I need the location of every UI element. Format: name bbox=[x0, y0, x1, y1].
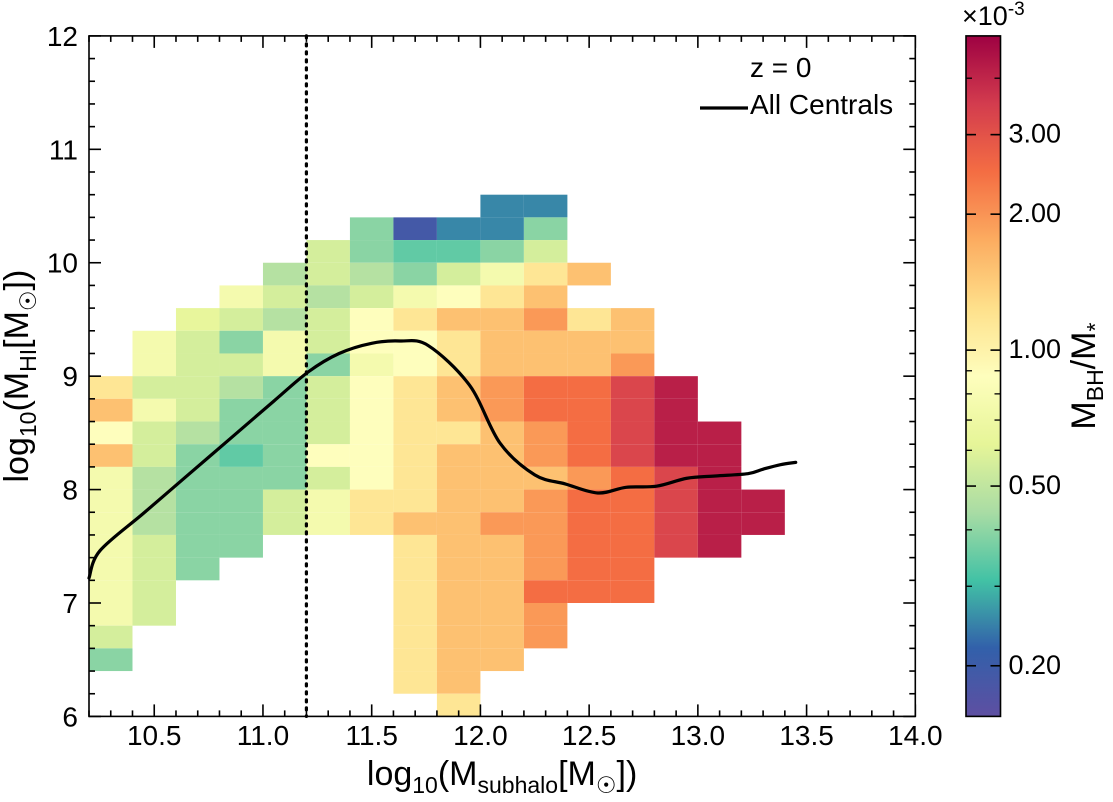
svg-text:z = 0: z = 0 bbox=[750, 52, 811, 83]
svg-text:9: 9 bbox=[62, 361, 78, 392]
svg-text:log10(Msubhalo[M☉]): log10(Msubhalo[M☉]) bbox=[367, 755, 637, 797]
svg-text:13.5: 13.5 bbox=[779, 720, 834, 751]
svg-text:8: 8 bbox=[62, 475, 78, 506]
svg-text:All Centrals: All Centrals bbox=[750, 89, 893, 120]
svg-text:MBH/M*: MBH/M* bbox=[1065, 323, 1108, 430]
svg-text:6: 6 bbox=[62, 701, 78, 732]
svg-text:7: 7 bbox=[62, 588, 78, 619]
svg-text:14.0: 14.0 bbox=[888, 720, 943, 751]
svg-text:10: 10 bbox=[47, 248, 78, 279]
svg-text:log10(MHI[M☉]): log10(MHI[M☉]) bbox=[0, 270, 41, 483]
svg-text:1.00: 1.00 bbox=[1009, 334, 1062, 364]
svg-text:13.0: 13.0 bbox=[671, 720, 726, 751]
svg-text:11.0: 11.0 bbox=[237, 720, 289, 751]
svg-text:11: 11 bbox=[49, 134, 78, 165]
svg-text:3.00: 3.00 bbox=[1009, 119, 1062, 149]
svg-text:12: 12 bbox=[47, 21, 78, 52]
svg-text:0.50: 0.50 bbox=[1009, 470, 1062, 500]
svg-text:0.20: 0.20 bbox=[1009, 650, 1062, 680]
svg-text:×10-3: ×10-3 bbox=[962, 0, 1025, 31]
svg-text:12.5: 12.5 bbox=[562, 720, 617, 751]
svg-text:11.5: 11.5 bbox=[345, 720, 397, 751]
svg-text:10.5: 10.5 bbox=[127, 720, 182, 751]
svg-text:2.00: 2.00 bbox=[1009, 198, 1062, 228]
svg-text:12.0: 12.0 bbox=[453, 720, 508, 751]
